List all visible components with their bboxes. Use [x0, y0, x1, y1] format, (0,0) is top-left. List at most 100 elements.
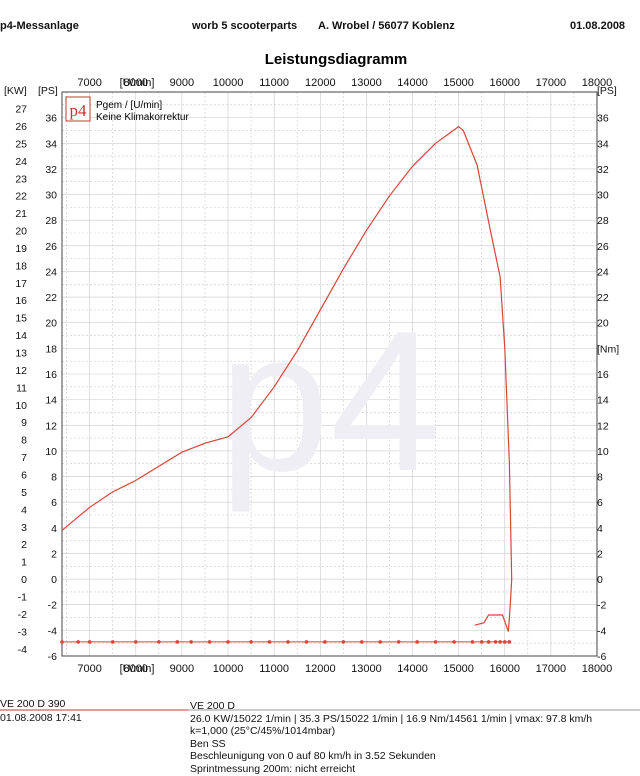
kw-tick-label: 16 — [15, 295, 27, 307]
baseline-marker — [323, 640, 327, 644]
baseline-marker — [378, 640, 383, 644]
kw-tick-label: 7 — [21, 452, 27, 464]
ps-tick-left-label: 2 — [51, 548, 57, 560]
baseline-marker — [396, 640, 401, 644]
kw-tick-label: 23 — [15, 173, 27, 185]
ps-tick-right-label: 36 — [597, 113, 609, 125]
baseline-marker — [110, 640, 115, 644]
ps-tick-left-label: 34 — [45, 138, 57, 150]
baseline-marker — [76, 640, 80, 644]
x-tick-bottom-label: 12000 — [305, 663, 336, 675]
x-tick-top-label: 11000 — [259, 77, 289, 89]
x-tick-bottom-label: 7000 — [77, 663, 101, 675]
kw-tick-label: 25 — [15, 138, 27, 150]
kw-tick-label: 15 — [15, 313, 27, 325]
shop-name: worb 5 scooterparts — [192, 20, 298, 32]
x-tick-top-label: 16000 — [489, 77, 520, 89]
kw-tick-label: 17 — [15, 278, 27, 290]
x-tick-bottom-label: 15000 — [443, 663, 474, 675]
x-tick-bottom-label: 18000 — [582, 663, 613, 675]
baseline-marker — [433, 640, 438, 644]
ps-tick-right-label: 8 — [597, 472, 603, 484]
baseline-marker — [249, 640, 253, 644]
ps-tick-left-label: 10 — [45, 446, 57, 458]
ps-tick-right-label: 26 — [597, 241, 609, 253]
ps-tick-right-label: 34 — [597, 138, 609, 150]
ps-tick-right-label: 0 — [597, 574, 603, 586]
x-unit-top-label: [U/min] — [120, 77, 155, 89]
baseline-marker — [267, 640, 272, 644]
ps-tick-left-label: 14 — [45, 395, 57, 407]
kw-tick-label: 5 — [21, 487, 27, 499]
baseline-marker — [60, 640, 64, 644]
ps-tick-right-label: 16 — [597, 369, 609, 381]
x-tick-bottom-label: 14000 — [397, 663, 428, 675]
x-tick-top-label: 9000 — [170, 77, 194, 89]
ps-tick-right-label: 22 — [597, 292, 609, 304]
ps-tick-left-label: -2 — [48, 600, 57, 612]
kw-tick-label: 14 — [15, 330, 27, 342]
footer-vehicle: VE 200 D — [190, 700, 235, 712]
ps-tick-right-label: 2 — [597, 548, 603, 560]
x-unit-bottom-label: [U/min] — [120, 663, 155, 675]
x-tick-bottom-label: 8000 — [124, 663, 148, 675]
kw-tick-label: -3 — [18, 626, 27, 638]
ps-tick-left-label: 16 — [45, 369, 57, 381]
x-tick-bottom-label: 11000 — [259, 663, 289, 675]
measurement-date: 01.08.2008 — [570, 20, 626, 32]
baseline-marker — [87, 640, 92, 644]
ps-tick-right-label: 20 — [597, 318, 609, 330]
ps-tick-right-label: 12 — [597, 420, 609, 432]
x-tick-top-label: 17000 — [536, 77, 567, 89]
baseline-marker — [493, 640, 498, 644]
kw-tick-label: -4 — [18, 644, 27, 656]
kw-tick-label: 3 — [21, 522, 27, 534]
software-name: p4-Messanlage — [0, 20, 79, 32]
watermark: p4 — [219, 290, 441, 513]
ps-tick-left-label: 0 — [51, 574, 57, 586]
x-tick-top-label: 15000 — [443, 77, 474, 89]
footer-divider — [0, 709, 640, 711]
plot-frame — [61, 91, 598, 657]
kw-tick-label: 8 — [21, 435, 27, 447]
x-tick-bottom-label: 9000 — [170, 663, 194, 675]
kw-tick-label: -1 — [18, 592, 27, 604]
baseline-marker — [415, 640, 419, 644]
data-series — [60, 125, 513, 644]
x-tick-top-label: 13000 — [351, 77, 382, 89]
kw-tick-label: 0 — [21, 574, 27, 586]
ps-tick-right-label: 30 — [597, 190, 609, 202]
chart-title: Leistungsdiagramm — [265, 51, 408, 68]
baseline-marker — [207, 640, 212, 644]
x-tick-top-label: 14000 — [397, 77, 428, 89]
ps-tick-right-label: 10 — [597, 446, 609, 458]
baseline-marker — [304, 640, 309, 644]
kw-tick-label: 11 — [16, 382, 27, 394]
kw-tick-label: 19 — [15, 243, 27, 255]
ps-tick-left-label: 26 — [45, 241, 57, 253]
legend-line-1: Pgem / [U/min] — [96, 100, 162, 111]
axis-ticks: 7000700080008000900090001000010000110001… — [4, 77, 619, 675]
ps-tick-left-label: 32 — [45, 164, 57, 176]
kw-tick-label: 4 — [21, 504, 27, 516]
nm-unit-label: [Nm] — [597, 343, 619, 355]
ps-tick-left-label: -4 — [48, 625, 57, 637]
baseline-marker — [189, 640, 193, 644]
footer-fuel: Ben SS — [190, 737, 226, 750]
x-tick-top-label: 10000 — [213, 77, 244, 89]
chart-grid — [61, 91, 598, 657]
kw-tick-label: 18 — [15, 260, 27, 272]
baseline-marker — [286, 640, 290, 644]
kw-tick-label: 1 — [21, 557, 27, 569]
legend-line-2: Keine Klimakorrektur — [96, 112, 189, 123]
footer-peak-values: 26.0 KW/15022 1/min | 35.3 PS/15022 1/mi… — [190, 712, 593, 725]
baseline-marker — [175, 640, 180, 644]
baseline-marker — [498, 640, 502, 644]
kw-tick-label: 27 — [15, 104, 27, 116]
baseline-marker — [452, 640, 456, 644]
baseline-marker — [133, 640, 138, 644]
kw-tick-label: 24 — [15, 156, 27, 168]
ps-tick-right-label: 6 — [597, 497, 603, 509]
ps-tick-left-label: 4 — [51, 523, 57, 535]
ps-unit-left-label: [PS] — [38, 85, 58, 97]
